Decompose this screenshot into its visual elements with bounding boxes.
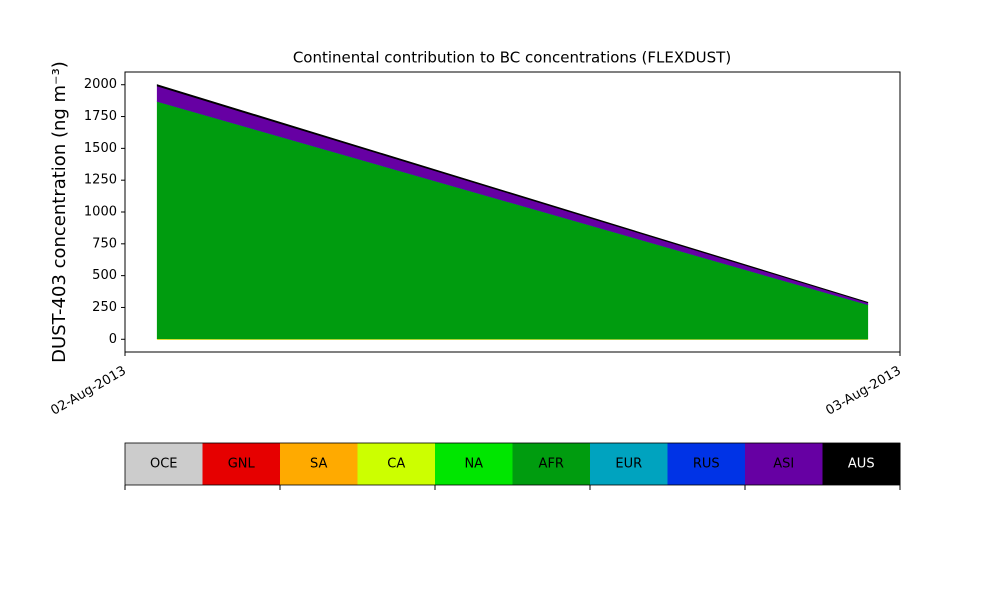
y-tick-label: 1500 bbox=[84, 141, 117, 156]
chart-title: Continental contribution to BC concentra… bbox=[293, 49, 731, 67]
legend-swatch bbox=[745, 443, 823, 485]
legend-swatch bbox=[435, 443, 513, 485]
legend-label: NA bbox=[464, 457, 483, 472]
legend-label: AUS bbox=[848, 457, 875, 472]
legend-label: SA bbox=[310, 457, 327, 472]
x-tick-label: 03-Aug-2013 bbox=[823, 364, 903, 419]
legend-label: AFR bbox=[539, 457, 564, 472]
y-tick-label: 2000 bbox=[84, 77, 117, 92]
y-tick-label: 0 bbox=[109, 332, 117, 347]
legend-swatch bbox=[590, 443, 668, 485]
y-tick-label: 1750 bbox=[84, 109, 117, 124]
legend-frame bbox=[124, 442, 901, 486]
legend-swatch bbox=[512, 443, 591, 485]
legend-label: OCE bbox=[150, 457, 178, 472]
legend-swatch bbox=[822, 443, 901, 485]
y-tick-label: 500 bbox=[92, 268, 117, 283]
legend-swatch bbox=[202, 443, 281, 485]
legend-swatch bbox=[125, 443, 203, 485]
legend-swatch bbox=[667, 443, 746, 485]
x-tick-label: 02-Aug-2013 bbox=[48, 364, 128, 419]
legend-label: EUR bbox=[615, 457, 642, 472]
y-axis-label: DUST-403 concentration (ng m⁻³) bbox=[49, 61, 70, 363]
legend-label: CA bbox=[387, 457, 405, 472]
legend-label: ASI bbox=[773, 457, 794, 472]
y-tick-label: 750 bbox=[92, 236, 117, 251]
legend-swatch bbox=[357, 443, 436, 485]
legend-label: GNL bbox=[228, 457, 256, 472]
legend-label: RUS bbox=[693, 457, 720, 472]
y-tick-label: 1000 bbox=[84, 205, 117, 220]
y-tick-label: 1250 bbox=[84, 173, 117, 188]
legend-swatch bbox=[280, 443, 358, 485]
y-tick-label: 250 bbox=[92, 300, 117, 315]
area-layer bbox=[156, 84, 869, 304]
area-layer bbox=[156, 100, 869, 340]
